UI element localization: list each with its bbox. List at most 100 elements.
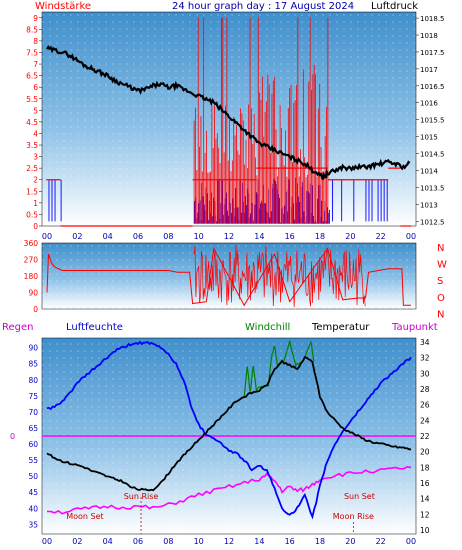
gust-bar xyxy=(322,221,324,224)
x-tick-label: 04 xyxy=(103,537,113,546)
x-tick-label: 18 xyxy=(315,232,325,241)
gust-bar xyxy=(279,198,280,224)
gust-bar xyxy=(259,203,261,224)
y-tick-label-pressure: 1017 xyxy=(420,66,438,74)
compass-label: S xyxy=(437,276,443,287)
y-tick-label-temperature: 30 xyxy=(420,369,430,378)
y-tick-label-pressure: 1015 xyxy=(420,134,438,142)
gust-bar xyxy=(353,179,355,222)
x-tick-label: 22 xyxy=(376,537,386,546)
temperature-label: Temperatur xyxy=(311,322,370,333)
y-tick-label-pressure: 1014 xyxy=(420,167,438,175)
y-tick-label-wind: 5 xyxy=(33,106,38,115)
gust-bar xyxy=(302,182,304,224)
gust-bar xyxy=(288,179,290,224)
y-tick-label-humidity: 50 xyxy=(28,472,38,481)
gust-bar xyxy=(317,198,319,224)
y-tick-label-temperature: 10 xyxy=(420,526,430,535)
y-tick-label-wind: 4.5 xyxy=(26,118,38,127)
gust-bar xyxy=(54,179,56,222)
gust-bar xyxy=(227,210,228,224)
y-tick-label-humidity: 60 xyxy=(28,440,38,449)
gust-bar xyxy=(321,200,323,224)
x-tick-label: 20 xyxy=(345,537,355,546)
x-tick-label: 16 xyxy=(285,537,295,546)
gust-bar xyxy=(269,217,271,224)
y-tick-label-humidity: 65 xyxy=(28,424,38,433)
gust-bar xyxy=(368,179,370,222)
gust-bar xyxy=(217,180,219,224)
x-tick-label: 12 xyxy=(224,232,234,241)
gust-bar xyxy=(371,179,373,222)
y-tick-label-pressure: 1018 xyxy=(420,32,438,40)
x-tick-label: 10 xyxy=(194,232,204,241)
gust-bar xyxy=(386,179,388,222)
wind-pressure-panel: 0 0.5 1 1.5 2 2.5 3 3.5 4 4.5 5 5.5 6 6.5 7 7.5 8 8.5 9 10… xyxy=(26,11,445,241)
y-tick-label-temperature: 34 xyxy=(420,338,430,347)
gust-bar xyxy=(283,213,285,224)
y-tick-label-humidity: 85 xyxy=(28,360,38,369)
y-tick-label-humidity: 45 xyxy=(28,488,38,497)
x-tick-label: 08 xyxy=(163,537,173,546)
wind-direction-line xyxy=(46,246,411,307)
y-tick-label-direction: 90 xyxy=(28,289,38,298)
gust-bar xyxy=(194,200,196,224)
gust-bar xyxy=(250,213,252,224)
y-tick-label-pressure: 1014.5 xyxy=(420,151,445,159)
gust-bar xyxy=(380,179,382,222)
gust-bar xyxy=(264,202,266,224)
gust-bar xyxy=(60,179,62,222)
y-tick-label-direction: 270 xyxy=(24,256,39,265)
pressure-line xyxy=(46,45,411,181)
gust-bar xyxy=(236,207,238,224)
gust-bar xyxy=(332,179,334,222)
y-tick-label-pressure: 1013.5 xyxy=(420,184,445,192)
gust-bar xyxy=(225,192,227,224)
gust-bar xyxy=(251,202,253,224)
x-tick-label: 04 xyxy=(103,232,113,241)
gust-bar xyxy=(280,222,282,224)
y-tick-label-wind: 1.5 xyxy=(26,187,38,196)
windchill-label: Windchill xyxy=(245,322,290,333)
y-tick-label-humidity: 80 xyxy=(28,376,38,385)
y-tick-label-wind: 2 xyxy=(33,176,38,185)
y-tick-label-pressure: 1018.5 xyxy=(420,15,445,23)
y-tick-label-pressure: 1012.5 xyxy=(420,218,445,226)
wind-label: Windstärke xyxy=(35,1,91,12)
x-tick-label: 02 xyxy=(72,537,82,546)
gust-bar xyxy=(221,179,223,224)
gust-bar xyxy=(298,196,300,224)
gust-bar xyxy=(270,211,272,224)
y-tick-label-direction: 180 xyxy=(24,272,39,281)
y-tick-label-temperature: 16 xyxy=(420,479,430,488)
gust-bar xyxy=(231,212,233,224)
gust-bar xyxy=(254,204,256,224)
y-tick-label-temperature: 14 xyxy=(420,495,430,504)
temperature-line xyxy=(46,355,411,492)
x-tick-label: 20 xyxy=(345,232,355,241)
dewpoint-label: Taupunkt xyxy=(391,322,438,333)
y-tick-label-wind: 3.5 xyxy=(26,141,38,150)
gust-bar xyxy=(284,205,286,224)
gust-bar xyxy=(246,205,248,224)
humidity-line xyxy=(46,340,412,520)
y-tick-label-temperature: 28 xyxy=(420,385,430,394)
sun-rise-label: Sun Rise xyxy=(124,492,159,501)
gust-bar xyxy=(222,214,224,224)
gust-bar xyxy=(232,198,234,224)
x-tick-label: 22 xyxy=(376,232,386,241)
y-tick-label-temperature: 12 xyxy=(420,510,430,519)
y-tick-label-wind: 6.5 xyxy=(26,72,38,81)
rain-label: Regen xyxy=(2,322,34,333)
gust-bar xyxy=(207,220,209,224)
x-tick-label: 00 xyxy=(406,232,416,241)
humidity-temperature-panel: 35 40 45 50 55 60 65 70 75 80 85 90 10 12 14 16 18 20 22 2… xyxy=(10,337,430,546)
gust-bar xyxy=(311,185,313,224)
gust-bar xyxy=(274,180,276,224)
y-tick-label-temperature: 18 xyxy=(420,463,430,472)
gust-bar xyxy=(318,185,320,224)
rain-value-label: 0 xyxy=(10,432,15,441)
y-tick-label-pressure: 1015.5 xyxy=(420,117,445,125)
